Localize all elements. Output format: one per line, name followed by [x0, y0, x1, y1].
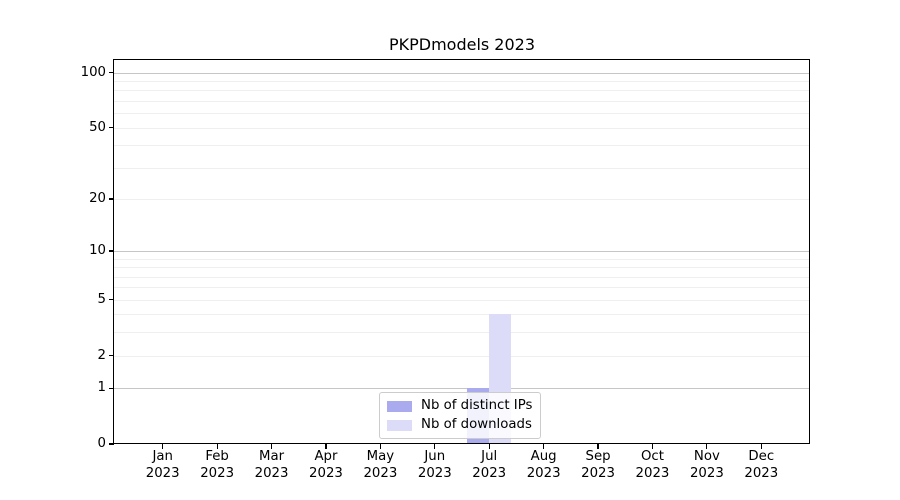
gridline-minor	[114, 113, 810, 115]
legend: Nb of distinct IPs Nb of downloads	[379, 392, 542, 439]
x-tick-label: Aug 2023	[526, 449, 561, 481]
x-tick-mark	[216, 444, 218, 449]
gridline-major	[114, 250, 810, 252]
y-tick-label: 50	[89, 119, 106, 135]
legend-swatch-downloads	[387, 419, 412, 431]
y-tick-mark	[109, 250, 114, 252]
gridline-minor	[114, 355, 810, 357]
x-tick-label: Sep 2023	[581, 449, 615, 481]
x-tick-mark	[760, 444, 762, 449]
x-tick-label: May 2023	[363, 449, 398, 481]
y-tick-mark	[109, 354, 114, 357]
legend-item-downloads: Nb of downloads	[387, 417, 532, 433]
gridline-minor	[114, 258, 810, 260]
x-tick-mark	[597, 444, 599, 449]
gridline-minor	[114, 276, 810, 278]
chart-title: PKPDmodels 2023	[388, 35, 536, 54]
x-tick-mark	[543, 444, 545, 449]
x-tick-mark	[379, 444, 381, 449]
x-tick-label: Feb 2023	[200, 449, 235, 481]
y-tick-label: 10	[89, 242, 106, 258]
x-tick-label: Nov 2023	[689, 449, 724, 481]
y-tick-mark	[109, 126, 114, 129]
x-tick-mark	[651, 444, 654, 449]
x-tick-mark	[488, 444, 490, 449]
y-tick-mark	[109, 299, 114, 301]
legend-label-distinct-ips: Nb of distinct IPs	[421, 398, 533, 413]
gridline-minor	[114, 167, 810, 169]
x-tick-mark	[434, 444, 436, 449]
x-tick-label: Apr 2023	[309, 449, 343, 481]
x-tick-label: Jan 2023	[145, 449, 180, 481]
gridline-major	[114, 388, 810, 390]
x-tick-label: Jul 2023	[472, 449, 507, 481]
gridline-major	[114, 72, 810, 74]
x-tick-mark	[270, 444, 273, 449]
legend-item-distinct-ips: Nb of distinct IPs	[387, 398, 532, 414]
x-tick-label: Oct 2023	[635, 449, 670, 481]
y-tick-mark	[109, 387, 114, 389]
plot-area	[114, 60, 810, 444]
y-tick-label: 2	[97, 347, 106, 363]
gridline-minor	[114, 332, 810, 334]
x-tick-mark	[706, 444, 708, 449]
x-tick-label: Dec 2023	[744, 449, 779, 481]
gridline-minor	[114, 145, 810, 147]
x-tick-mark	[162, 444, 164, 449]
gridline-minor	[114, 299, 810, 301]
gridline-minor	[114, 314, 810, 316]
gridline-minor	[114, 127, 810, 129]
y-tick-label: 0	[97, 436, 106, 451]
gridline-minor	[114, 287, 810, 289]
y-tick-mark	[109, 443, 114, 445]
y-tick-mark	[109, 71, 114, 74]
y-tick-label: 100	[80, 64, 106, 80]
gridline-minor	[114, 198, 810, 200]
legend-label-downloads: Nb of downloads	[421, 417, 532, 432]
x-tick-label: Mar 2023	[254, 449, 289, 481]
x-tick-label: Jun 2023	[417, 449, 452, 481]
gridline-minor	[114, 90, 810, 92]
gridline-minor	[114, 100, 810, 102]
y-tick-label: 5	[97, 291, 106, 307]
x-tick-mark	[325, 444, 327, 449]
y-tick-label: 1	[97, 380, 106, 396]
y-tick-label: 20	[89, 190, 106, 206]
gridline-minor	[114, 267, 810, 269]
y-tick-mark	[109, 198, 114, 200]
gridline-minor	[114, 80, 810, 82]
legend-swatch-distinct-ips	[387, 400, 412, 412]
